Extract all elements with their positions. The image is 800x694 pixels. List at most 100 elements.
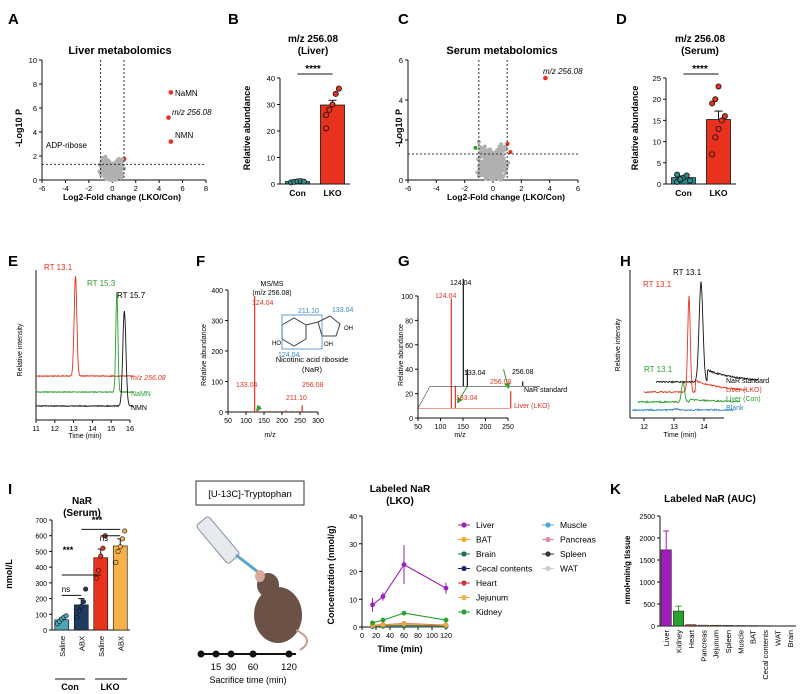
msms-label: MS/MS <box>261 281 284 288</box>
data-point <box>677 176 684 183</box>
x-tick-label: 100 <box>240 418 252 425</box>
y-tick-label: 200 <box>35 597 47 604</box>
data-point <box>485 148 490 153</box>
data-point <box>712 96 719 103</box>
rt-label-green: RT 13.1 <box>644 365 673 374</box>
peak-black-133: 133.04 <box>464 370 486 377</box>
data-point <box>492 152 497 157</box>
legend-label: Cecal contents <box>476 564 532 574</box>
y-tick-label: 0 <box>353 625 357 632</box>
legend: Liver BAT Brain Cecal contents Heart Jejunum K… <box>458 520 596 617</box>
series-line <box>372 623 447 627</box>
msms-spectrum: 50 100 150 200 250 300 0 100 200 300 400 <box>211 288 324 425</box>
y-tick-label: 0 <box>271 180 275 189</box>
structure-label-124: 124.04 <box>278 352 300 359</box>
category-label: Jejunum <box>712 630 721 658</box>
x-tick-label: 250 <box>502 424 514 431</box>
panel-letter-c: C <box>398 11 409 28</box>
x-tick-label: 150 <box>457 424 469 431</box>
y-axis-label: -Log10 P <box>394 109 404 147</box>
data-point <box>98 553 104 559</box>
data-point <box>401 610 407 616</box>
panel-letter-g: G <box>398 253 410 270</box>
panel-letter-h: H <box>620 253 631 270</box>
bar <box>697 624 709 627</box>
x-tick-label: 50 <box>414 424 422 431</box>
data-point <box>494 164 499 169</box>
bar <box>673 610 684 627</box>
category-label: BAT <box>749 630 758 644</box>
data-point <box>494 160 499 165</box>
y-tick-label: 0 <box>657 180 661 189</box>
timeline-dot-15 <box>212 650 220 658</box>
y-tick-label: 300 <box>211 319 223 326</box>
peak-black-256: 256.08 <box>512 369 534 376</box>
series-line <box>372 563 447 606</box>
trace-label-liver-con: Liver (Con) <box>726 396 761 403</box>
data-point <box>503 168 508 173</box>
category-label: Cecal contents <box>761 630 770 680</box>
legend-label: Spleen <box>560 549 587 559</box>
nar-structure: HO OH OH <box>272 314 353 350</box>
chromatogram-e: 11 12 13 14 15 16 <box>32 270 135 433</box>
chart-title-1: Labeled NaR <box>370 484 431 495</box>
chart-title-1: m/z 256.08 <box>288 34 338 45</box>
y-axis-label: Relative abundance <box>630 86 640 171</box>
peak-black-124: 124.04 <box>450 280 472 287</box>
group-label-lko: LKO <box>101 682 120 692</box>
annotated-point <box>543 75 548 81</box>
data-point <box>329 101 336 108</box>
y-tick-label: 0 <box>651 624 655 631</box>
data-point <box>116 172 121 177</box>
annotation-mz: m/z 256.08 <box>543 67 583 76</box>
bar-chart-serum: 0 5 10 15 20 25 Con LKO <box>653 73 736 198</box>
x-tick-label: 2 <box>134 184 138 193</box>
data-point <box>488 158 493 163</box>
category-label: Kidney <box>675 630 684 653</box>
x-tick-label: 80 <box>414 633 422 640</box>
y-axis-label: Relative abundance <box>201 324 208 386</box>
category-label: Heart <box>687 629 696 648</box>
y-tick-label: 20 <box>405 392 413 399</box>
data-point <box>443 617 449 623</box>
x-tick-label: 60 <box>400 633 408 640</box>
data-point <box>63 613 69 619</box>
data-point <box>335 85 342 92</box>
data-point <box>709 100 716 107</box>
x-tick-label: 300 <box>312 418 324 425</box>
data-point <box>105 171 110 176</box>
y-tick-label: 10 <box>267 154 275 163</box>
y-tick-label: 500 <box>35 549 47 556</box>
x-axis-label: Time (min) <box>663 432 696 439</box>
x-tick-label: -4 <box>433 184 440 193</box>
x-axis-label: Time (min) <box>377 644 422 654</box>
x-tick-label: 200 <box>480 424 492 431</box>
x-tick-label: 15 <box>107 424 115 433</box>
legend-marker <box>461 565 467 572</box>
legend-marker <box>545 551 551 557</box>
y-axis-label: Relative abundance <box>242 86 252 171</box>
bar <box>710 624 722 627</box>
x-tick-label: 16 <box>126 424 134 433</box>
data-point <box>122 528 128 534</box>
peak-arrow <box>255 404 263 412</box>
legend-label: WAT <box>560 564 578 574</box>
y-tick-label: 2500 <box>639 514 655 521</box>
y-axis-label: Relative intensity <box>17 323 24 376</box>
data-point <box>120 167 125 172</box>
peak-red-256: 256.08 <box>490 379 512 386</box>
bar <box>93 557 109 631</box>
x-tick-label: 11 <box>32 424 40 433</box>
annotated-point <box>166 115 171 120</box>
chart-title-2: (Liver) <box>298 46 329 57</box>
peak-red-124: 124.04 <box>435 293 457 300</box>
syringe-fluid <box>235 553 259 574</box>
data-point <box>501 159 506 164</box>
volcano-plot-liver: -6 -4 -2 0 2 4 6 8 0 2 4 6 8 10 <box>29 56 208 193</box>
peak-label-256: 256.08 <box>302 382 324 389</box>
trace-liver-con <box>637 381 741 404</box>
line-chart-labeled-nar: 0 20 40 60 80 100 120 0 10 20 30 40 <box>349 514 452 640</box>
trace-label-blank: Blank <box>726 405 744 412</box>
legend-label: Heart <box>476 578 497 588</box>
atom-ho: HO <box>272 341 281 347</box>
